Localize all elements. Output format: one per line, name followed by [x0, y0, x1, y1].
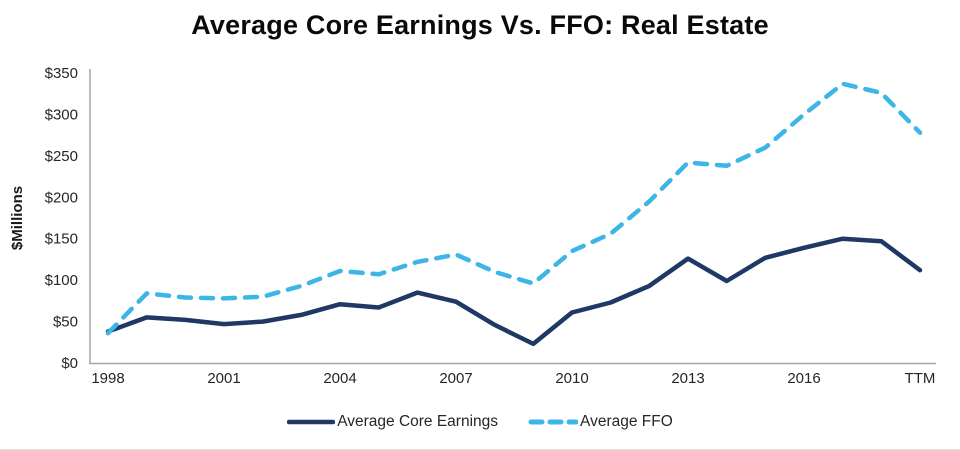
y-tick-label: $200: [45, 189, 78, 206]
series-line-ffo: [105, 81, 923, 336]
ffo-line-swatch: [528, 419, 579, 425]
y-tick-label: $250: [45, 148, 78, 165]
y-tick-label: $150: [45, 231, 78, 248]
x-tick-label: 2004: [323, 370, 356, 387]
legend-item-core-earnings: Average Core Earnings: [287, 413, 498, 431]
chart-legend: Average Core Earnings Average FFO: [0, 413, 960, 431]
x-tick-label: 2007: [439, 370, 472, 387]
core-earnings-line-swatch: [287, 419, 336, 425]
legend-label-core-earnings: Average Core Earnings: [337, 413, 499, 430]
x-tick-label: 2001: [207, 370, 240, 387]
chart-title: Average Core Earnings Vs. FFO: Real Esta…: [191, 10, 769, 40]
x-tick-label: 2010: [555, 370, 588, 387]
x-tick-label: 2016: [787, 370, 820, 387]
legend-item-ffo: Average FFO: [528, 413, 673, 431]
series-line-core-earnings: [105, 236, 923, 347]
y-tick-label: $300: [45, 106, 78, 123]
x-tick-label: 2013: [671, 370, 704, 387]
y-tick-label: $100: [45, 272, 78, 289]
legend-label-ffo: Average FFO: [580, 413, 673, 430]
y-tick-label: $50: [53, 314, 78, 331]
y-axis-title: $Millions: [9, 186, 26, 250]
y-tick-label: $350: [45, 65, 78, 82]
y-tick-label: $0: [61, 355, 78, 372]
x-tick-label: 1998: [91, 370, 124, 387]
x-tick-label: TTM: [905, 370, 936, 387]
